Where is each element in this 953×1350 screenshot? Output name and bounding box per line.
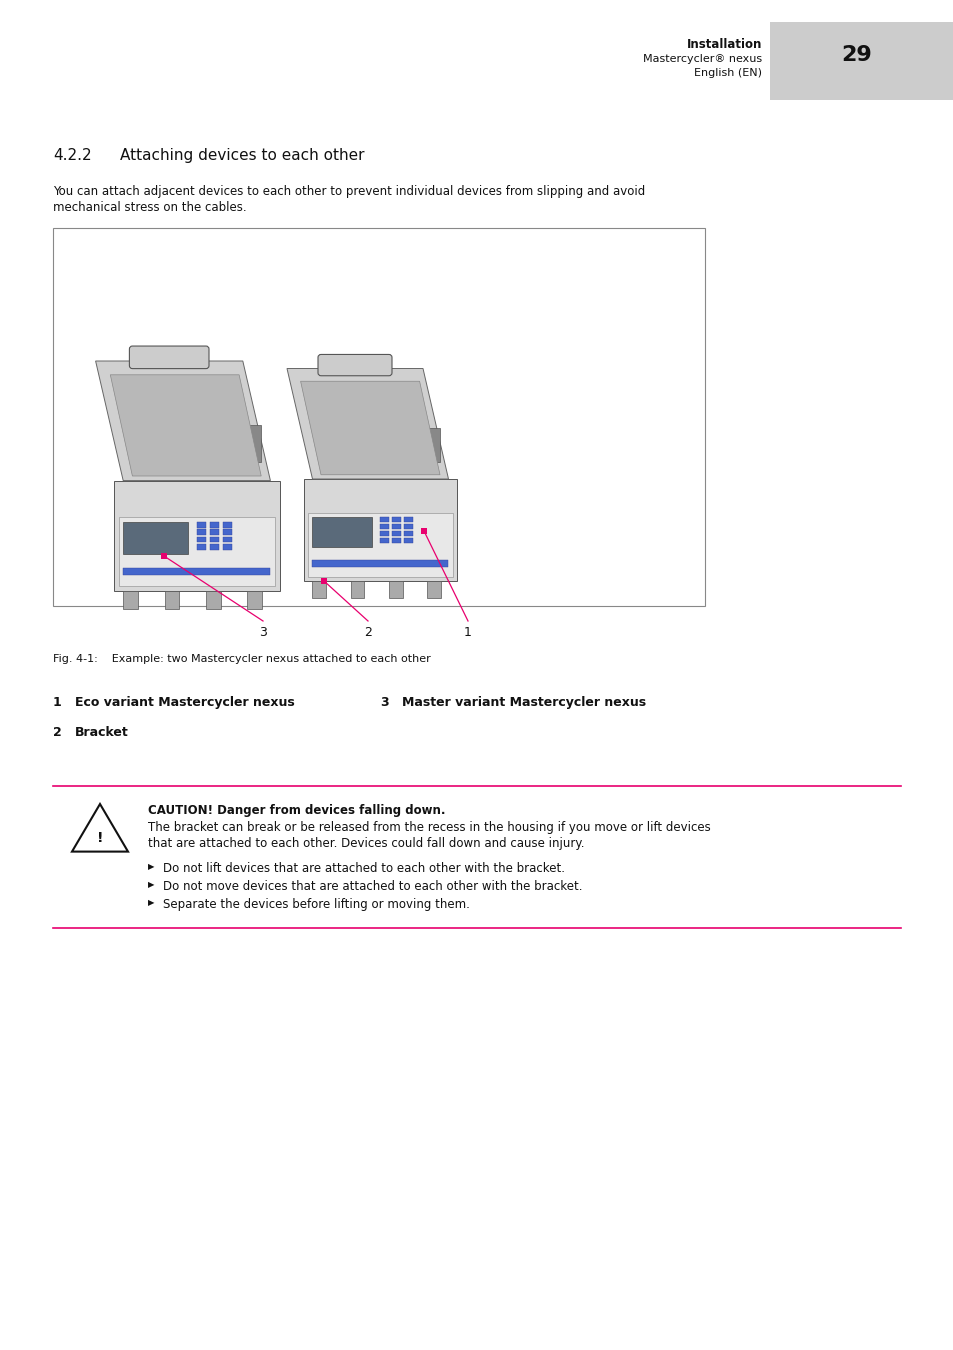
Bar — [392, 531, 400, 536]
Bar — [165, 591, 179, 609]
Bar — [392, 517, 400, 522]
Bar — [210, 537, 218, 543]
Bar — [392, 524, 400, 529]
Polygon shape — [71, 805, 128, 852]
Polygon shape — [118, 517, 274, 586]
Bar — [404, 517, 413, 522]
Polygon shape — [111, 375, 261, 477]
Bar — [210, 529, 218, 535]
Text: ▶: ▶ — [148, 898, 154, 907]
Text: 3: 3 — [379, 697, 388, 709]
Bar — [380, 537, 389, 543]
Bar — [196, 544, 206, 549]
Text: Fig. 4-1:    Example: two Mastercycler nexus attached to each other: Fig. 4-1: Example: two Mastercycler nexu… — [53, 653, 431, 664]
Text: Separate the devices before lifting or moving them.: Separate the devices before lifting or m… — [163, 898, 470, 911]
Bar — [53, 228, 704, 606]
Bar — [222, 537, 232, 543]
Text: ▶: ▶ — [148, 880, 154, 890]
Text: You can attach adjacent devices to each other to prevent individual devices from: You can attach adjacent devices to each … — [53, 185, 644, 198]
Bar — [210, 544, 218, 549]
Text: Do not move devices that are attached to each other with the bracket.: Do not move devices that are attached to… — [163, 880, 582, 892]
FancyBboxPatch shape — [130, 346, 209, 369]
Text: mechanical stress on the cables.: mechanical stress on the cables. — [53, 201, 247, 215]
Polygon shape — [304, 479, 456, 580]
Text: 4.2.2: 4.2.2 — [53, 148, 91, 163]
Bar — [123, 591, 138, 609]
Bar — [313, 560, 448, 567]
Bar — [389, 580, 402, 598]
Bar — [206, 591, 220, 609]
Text: The bracket can break or be released from the recess in the housing if you move : The bracket can break or be released fro… — [148, 821, 710, 834]
Text: !: ! — [96, 830, 103, 845]
Bar — [320, 428, 439, 462]
Bar — [380, 524, 389, 529]
Text: Mastercycler® nexus: Mastercycler® nexus — [642, 54, 761, 63]
Text: Attaching devices to each other: Attaching devices to each other — [120, 148, 364, 163]
Polygon shape — [300, 381, 439, 475]
FancyBboxPatch shape — [317, 355, 392, 375]
Bar — [769, 22, 953, 100]
Bar — [161, 554, 167, 559]
Bar — [132, 425, 261, 462]
Text: Bracket: Bracket — [75, 726, 129, 738]
Bar — [222, 544, 232, 549]
Bar — [313, 517, 372, 547]
Polygon shape — [95, 360, 270, 481]
Text: Installation: Installation — [686, 38, 761, 51]
Polygon shape — [287, 369, 448, 479]
Bar — [420, 528, 427, 535]
Text: 2: 2 — [53, 726, 62, 738]
Polygon shape — [113, 481, 279, 591]
Text: ▶: ▶ — [148, 863, 154, 871]
Bar — [404, 531, 413, 536]
Text: Do not lift devices that are attached to each other with the bracket.: Do not lift devices that are attached to… — [163, 863, 564, 875]
Text: Master variant Mastercycler nexus: Master variant Mastercycler nexus — [401, 697, 645, 709]
Bar — [313, 580, 326, 598]
Bar — [380, 517, 389, 522]
Text: CAUTION! Danger from devices falling down.: CAUTION! Danger from devices falling dow… — [148, 805, 445, 817]
Bar — [320, 578, 327, 585]
Text: that are attached to each other. Devices could fall down and cause injury.: that are attached to each other. Devices… — [148, 837, 584, 850]
Text: 3: 3 — [259, 626, 267, 639]
Text: 1: 1 — [463, 626, 472, 639]
Bar — [404, 524, 413, 529]
Text: Eco variant Mastercycler nexus: Eco variant Mastercycler nexus — [75, 697, 294, 709]
Bar — [123, 522, 188, 555]
Bar — [222, 529, 232, 535]
Bar — [196, 537, 206, 543]
Text: English (EN): English (EN) — [693, 68, 761, 78]
Bar — [392, 537, 400, 543]
Bar — [380, 531, 389, 536]
Bar — [123, 568, 270, 575]
Bar — [196, 529, 206, 535]
Bar — [351, 580, 364, 598]
Bar — [196, 522, 206, 528]
Polygon shape — [308, 513, 453, 576]
Text: 1: 1 — [53, 697, 62, 709]
Bar — [222, 522, 232, 528]
Text: 2: 2 — [364, 626, 372, 639]
Bar — [247, 591, 262, 609]
Text: 29: 29 — [841, 45, 871, 65]
Bar — [427, 580, 440, 598]
Bar — [210, 522, 218, 528]
Bar — [404, 537, 413, 543]
